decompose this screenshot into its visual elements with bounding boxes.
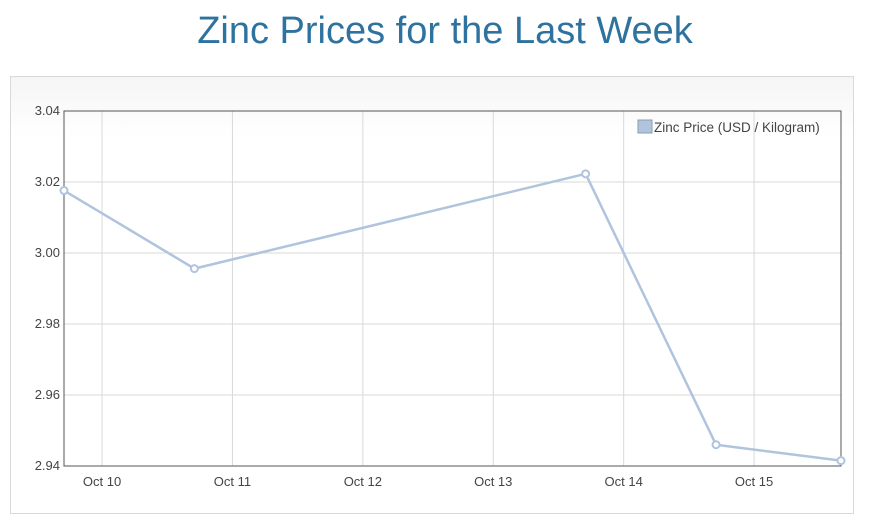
x-tick-label: Oct 14	[605, 474, 643, 489]
page-title: Zinc Prices for the Last Week	[197, 10, 693, 52]
legend: Zinc Price (USD / Kilogram)	[637, 119, 820, 135]
data-point[interactable]	[59, 186, 69, 196]
x-tick-label: Oct 13	[474, 474, 512, 489]
x-tick-label: Oct 12	[344, 474, 382, 489]
y-tick-label: 2.96	[35, 387, 60, 402]
y-axis-labels: 3.04 3.02 3.00 2.98 2.96 2.94	[35, 103, 60, 473]
data-point[interactable]	[189, 264, 199, 274]
data-point[interactable]	[581, 169, 591, 179]
legend-swatch	[637, 119, 653, 134]
y-tick-label: 2.98	[35, 316, 60, 331]
series-line	[63, 172, 842, 462]
x-axis-labels: Oct 10 Oct 11 Oct 12 Oct 13 Oct 14 Oct 15	[83, 474, 773, 489]
chart-grid	[64, 110, 841, 467]
y-tick-label: 3.00	[35, 245, 60, 260]
chart-series	[59, 169, 846, 466]
y-tick-label: 2.94	[35, 458, 60, 473]
y-tick-label: 3.04	[35, 103, 60, 118]
plot-area-border	[63, 110, 842, 467]
x-tick-label: Oct 10	[83, 474, 121, 489]
y-tick-label: 3.02	[35, 174, 60, 189]
x-tick-label: Oct 11	[214, 474, 251, 489]
legend-label: Zinc Price (USD / Kilogram)	[654, 120, 820, 135]
data-point[interactable]	[711, 440, 721, 450]
data-point[interactable]	[836, 456, 846, 466]
x-tick-label: Oct 15	[735, 474, 773, 489]
